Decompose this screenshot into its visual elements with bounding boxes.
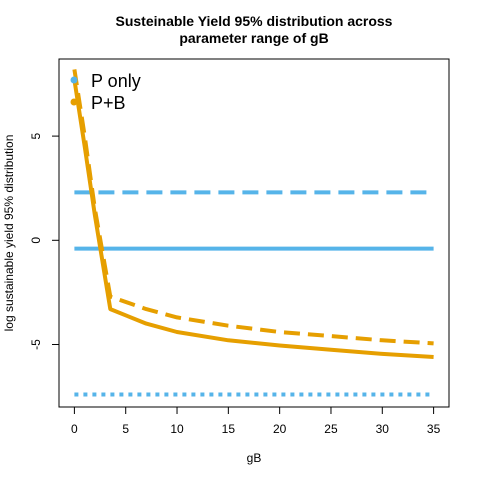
legend-marker <box>70 98 78 106</box>
y-tick-label: -5 <box>29 339 43 350</box>
series-group <box>72 69 434 397</box>
x-tick-label: 5 <box>122 422 129 436</box>
x-tick-label: 15 <box>222 422 236 436</box>
y-axis: -5 0 5 <box>29 132 59 350</box>
x-axis: 0 5 10 15 20 25 30 35 <box>71 407 441 436</box>
x-axis-label: gB <box>247 451 262 465</box>
series-line-p-b-dashed <box>72 69 434 346</box>
plot-frame <box>58 58 450 408</box>
chart-title-line-2: parameter range of gB <box>179 30 328 46</box>
y-axis-label: log sustainable yield 95% distribution <box>2 135 16 332</box>
legend-label: P+B <box>91 93 126 113</box>
legend-label: P only <box>91 71 141 91</box>
legend-marker <box>70 76 78 84</box>
y-tick-label: 5 <box>29 132 43 139</box>
x-tick-label: 25 <box>324 422 338 436</box>
x-tick-label: 35 <box>427 422 441 436</box>
x-tick-label: 30 <box>376 422 390 436</box>
y-tick-label: 0 <box>29 237 43 244</box>
x-tick-label: 10 <box>170 422 184 436</box>
chart-title-line-1: Susteinable Yield 95% distribution acros… <box>116 13 393 29</box>
x-tick-label: 20 <box>273 422 287 436</box>
x-tick-label: 0 <box>71 422 78 436</box>
